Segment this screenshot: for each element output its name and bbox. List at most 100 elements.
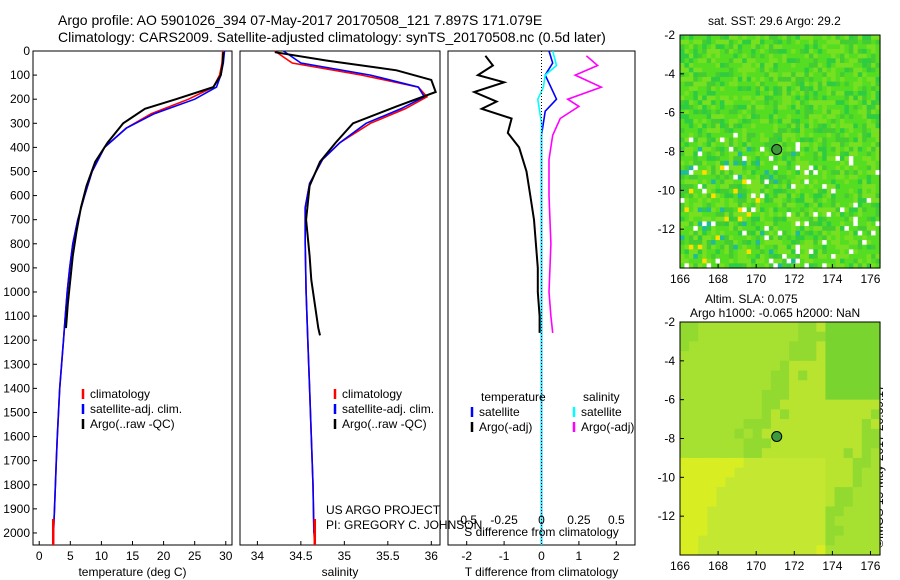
sst-map-cell: [773, 193, 779, 199]
sst-map-cell: [724, 230, 730, 236]
sst-map-cell: [848, 114, 854, 120]
sla-map-cell: [825, 535, 836, 546]
sst-map-cell: [711, 207, 717, 213]
sst-map-cell: [857, 240, 863, 246]
sst-map-cell: [871, 104, 877, 111]
sla-map-cell: [716, 341, 727, 352]
sst-map-cell: [822, 128, 828, 134]
sst-map-cell: [733, 170, 739, 176]
sst-map-cell: [808, 86, 814, 92]
sst-map-cell: [848, 132, 854, 139]
sla-map-cell: [761, 389, 772, 401]
sst-map-cell: [742, 160, 748, 167]
sst-map-cell: [688, 254, 694, 260]
sst-map-cell: [813, 198, 819, 204]
sst-map-cell: [835, 81, 841, 87]
sst-map-cell: [728, 86, 734, 92]
sst-map-cell: [822, 235, 828, 241]
sst-map-cell: [844, 174, 850, 181]
sla-map-cell: [807, 438, 817, 449]
sst-map-cell: [702, 184, 708, 190]
sst-map-cell: [702, 53, 708, 59]
sst-map-cell: [720, 212, 726, 218]
sst-map-cell: [768, 230, 774, 236]
sst-map-cell: [853, 226, 859, 232]
sst-map-cell: [706, 160, 712, 167]
sst-map-cell: [875, 230, 881, 236]
sst-map-cell: [768, 174, 774, 181]
sst-map-ytick-label: -10: [658, 183, 676, 197]
sst-map-cell: [804, 100, 810, 106]
sst-map-cell: [724, 240, 730, 246]
sst-map-cell: [800, 263, 806, 269]
sst-map-cell: [755, 48, 761, 55]
sst-map-cell: [755, 81, 761, 87]
sst-map-cell: [862, 198, 868, 204]
sst-map-cell: [684, 174, 690, 181]
sst-map-cell: [866, 216, 872, 222]
sst-map-cell: [840, 151, 846, 157]
sla-map-cell: [689, 331, 699, 343]
sst-map-cell: [711, 109, 717, 115]
sst-map-cell: [751, 104, 757, 111]
sst-map-cell: [791, 179, 797, 185]
sst-map-cell: [862, 118, 868, 125]
sla-map-cell: [761, 370, 772, 381]
sst-map-cell: [826, 174, 832, 181]
sst-map-cell: [715, 109, 721, 115]
sla-map-cell: [843, 467, 854, 478]
sst-map-cell: [728, 35, 734, 41]
sla-map-cell: [698, 448, 708, 459]
sst-map-cell: [875, 95, 881, 101]
sla-map-cell: [761, 331, 772, 343]
sst-map-cell: [795, 67, 801, 73]
sst-map-cell: [751, 35, 757, 41]
sst-map-cell: [773, 123, 779, 129]
sla-map-cell: [725, 496, 736, 508]
sst-map-cell: [702, 123, 708, 129]
sst-map-cell: [822, 226, 828, 232]
sla-map-cell: [725, 360, 736, 372]
sst-map-cell: [706, 174, 712, 181]
sst-map-cell: [782, 86, 788, 92]
sst-map-cell: [737, 132, 743, 139]
sst-map-cell: [786, 226, 792, 232]
sst-map-cell: [751, 81, 757, 87]
sst-map-cell: [831, 58, 837, 64]
sst-map-cell: [693, 72, 699, 78]
sst-map-cell: [680, 202, 686, 209]
sst-map-cell: [857, 137, 863, 143]
sst-map-cell: [728, 44, 734, 50]
sst-map-cell: [808, 216, 814, 222]
sst-map-cell: [720, 81, 726, 87]
difference-xlabel: T difference from climatology: [465, 565, 619, 579]
temperature-xtick-label: 10: [95, 549, 109, 563]
sst-map-cell: [751, 156, 757, 162]
sst-map-cell: [751, 254, 757, 260]
sst-map-cell: [875, 76, 881, 83]
sst-map-cell: [853, 202, 859, 209]
temperature-legend-entry: Argo(..raw -QC): [90, 417, 175, 431]
sst-map-cell: [742, 100, 748, 106]
sst-map-cell: [715, 193, 721, 199]
sst-map-cell: [680, 249, 686, 255]
sst-map-cell: [777, 35, 783, 41]
sst-map-cell: [715, 81, 721, 87]
sst-map-cell: [711, 193, 717, 199]
sla-map-cell: [798, 457, 808, 469]
sst-map-cell: [702, 100, 708, 106]
sst-map-cell: [693, 146, 699, 153]
sst-map-cell: [697, 86, 703, 92]
sst-map-cell: [822, 76, 828, 83]
sst-map-cell: [697, 249, 703, 255]
sst-map-cell: [702, 170, 708, 176]
sst-map-cell: [857, 62, 863, 69]
sla-map-cell: [870, 399, 881, 410]
sst-map-cell: [795, 230, 801, 236]
sla-map-cell: [734, 438, 745, 449]
sst-map-cell: [848, 53, 854, 59]
sst-map-cell: [742, 216, 748, 222]
sst-map-cell: [808, 137, 814, 143]
sst-map-cell: [800, 184, 806, 190]
sst-map-cell: [831, 128, 837, 134]
